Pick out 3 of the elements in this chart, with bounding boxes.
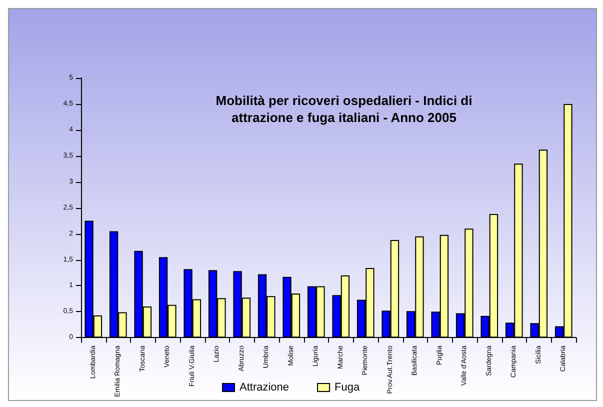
- legend-label: Attrazione: [240, 382, 290, 394]
- text: Mobilità per ricoveri ospedalieri - Indici di attrazione e fuga italiani - Anno 2005: [216, 93, 472, 125]
- legend-label: Fuga: [334, 382, 360, 394]
